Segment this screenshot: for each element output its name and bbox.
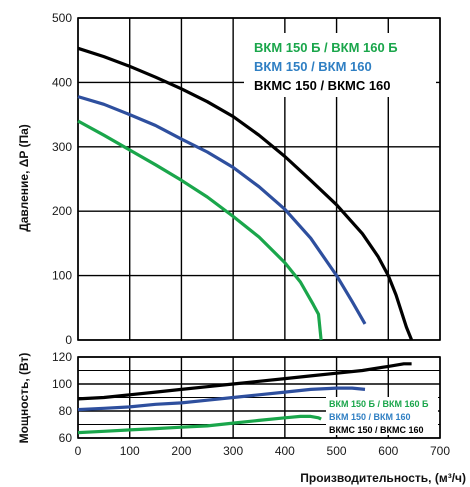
x-tick-label: 200 <box>171 444 191 458</box>
x-tick-label: 700 <box>430 444 450 458</box>
power-y-axis-label: Мощность, (Вт) <box>17 353 31 444</box>
pressure-y-tick-label: 500 <box>52 11 72 25</box>
pressure-legend-item-2: ВКМС 150 / ВКМС 160 <box>254 78 391 93</box>
pressure-series-line-0 <box>77 119 323 341</box>
power-legend-item-1: ВКМ 150 / ВКМ 160 <box>329 412 411 422</box>
pressure-y-axis-label: Давление, ΔP (Па) <box>17 124 31 232</box>
pressure-y-tick-label: 200 <box>52 204 72 218</box>
power-series-line-1 <box>77 386 366 412</box>
power-y-tick-label: 120 <box>52 350 72 364</box>
x-tick-label: 500 <box>327 444 347 458</box>
x-tick-label: 300 <box>223 444 243 458</box>
x-tick-label: 400 <box>275 444 295 458</box>
pressure-y-tick-label: 0 <box>65 333 72 347</box>
x-tick-label: 600 <box>378 444 398 458</box>
pressure-legend-item-0: ВКМ 150 Б / ВКМ 160 Б <box>254 40 398 55</box>
power-series-line-2 <box>77 362 412 401</box>
pressure-series-line-1 <box>77 95 367 325</box>
power-y-tick-label: 100 <box>52 377 72 391</box>
pressure-legend-background <box>244 33 436 97</box>
pressure-y-tick-label: 100 <box>52 269 72 283</box>
power-y-tick-label: 80 <box>59 404 73 418</box>
pressure-legend-item-1: ВКМ 150 / ВКМ 160 <box>254 59 372 74</box>
pressure-series-line-2 <box>77 46 414 341</box>
power-legend: ВКМ 150 Б / ВКМ 160 Б ВКМ 150 / ВКМ 160 … <box>326 397 438 435</box>
power-legend-item-2: ВКМС 150 / ВКМС 160 <box>329 425 424 435</box>
x-tick-label: 100 <box>120 444 140 458</box>
x-tick-label: 0 <box>75 444 82 458</box>
x-axis-label: Производительность, (м³/ч) <box>300 471 466 485</box>
power-legend-item-0: ВКМ 150 Б / ВКМ 160 Б <box>329 399 429 409</box>
power-legend-background <box>326 397 438 435</box>
pressure-y-tick-label: 400 <box>52 75 72 89</box>
power-y-tick-label: 60 <box>59 431 73 445</box>
series-layer <box>77 46 414 435</box>
pressure-legend: ВКМ 150 Б / ВКМ 160 Б ВКМ 150 / ВКМ 160 … <box>244 33 436 97</box>
tick-layer: 0 100 200 300 400 500 60 80 100 120 0 100 200 300 400 5… <box>52 11 450 458</box>
power-series-line-0 <box>77 414 322 435</box>
pressure-y-tick-label: 300 <box>52 140 72 154</box>
